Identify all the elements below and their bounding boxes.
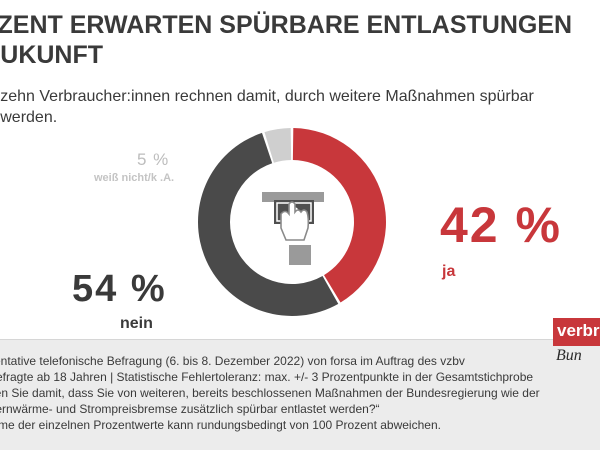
donut-slices <box>197 128 387 316</box>
donut-slice-weiss-nicht <box>264 128 292 163</box>
data-label-ja-value: 42 % <box>440 197 562 253</box>
brand-logo: verbra <box>553 318 600 346</box>
data-label-weiss-nicht: weiß nicht/k .A. <box>94 172 175 184</box>
data-label-ja: ja <box>442 263 456 280</box>
chart-subtitle-line-1: von zehn Verbraucher:innen rechnen damit… <box>0 88 534 105</box>
footer-note: sentative telefonische Befragung (6. bis… <box>0 339 600 450</box>
footer-line-3: nen Sie damit, dass Sie von weiteren, be… <box>0 386 540 400</box>
footer-text: sentative telefonische Befragung (6. bis… <box>0 353 548 433</box>
chart-subtitle-line-2: t zu werden. <box>0 109 58 126</box>
footer-line-5: mme der einzelnen Prozentwerte kann rund… <box>0 418 441 432</box>
partner-logo-text: Bun <box>556 347 582 364</box>
hand-banknote-icon <box>262 192 324 265</box>
chart-title-line-2: R ZUKUNFT <box>0 41 104 69</box>
chart-title-line-1: ROZENT ERWARTEN SPÜRBARE ENTLASTUNGEN <box>0 11 573 39</box>
chart-title: ROZENT ERWARTEN SPÜRBARE ENTLASTUNGEN R … <box>0 10 600 70</box>
donut-slice-nein <box>197 132 339 316</box>
data-label-nein-value: 54 % <box>72 268 167 310</box>
data-label-nein: nein <box>120 315 153 332</box>
footer-line-4: Fernwärme- und Strompreisbremse zusätzli… <box>0 402 380 416</box>
footer-line-2: Befragte ab 18 Jahren | Statistische Feh… <box>0 370 534 384</box>
footer-line-1: sentative telefonische Befragung (6. bis… <box>0 354 465 368</box>
brand-logo-text: verbra <box>557 321 600 340</box>
chart-subtitle: von zehn Verbraucher:innen rechnen damit… <box>0 86 600 128</box>
donut-slice-ja <box>292 128 387 303</box>
donut-chart <box>197 128 387 316</box>
data-label-weiss-nicht-value: 5 % <box>137 150 170 169</box>
